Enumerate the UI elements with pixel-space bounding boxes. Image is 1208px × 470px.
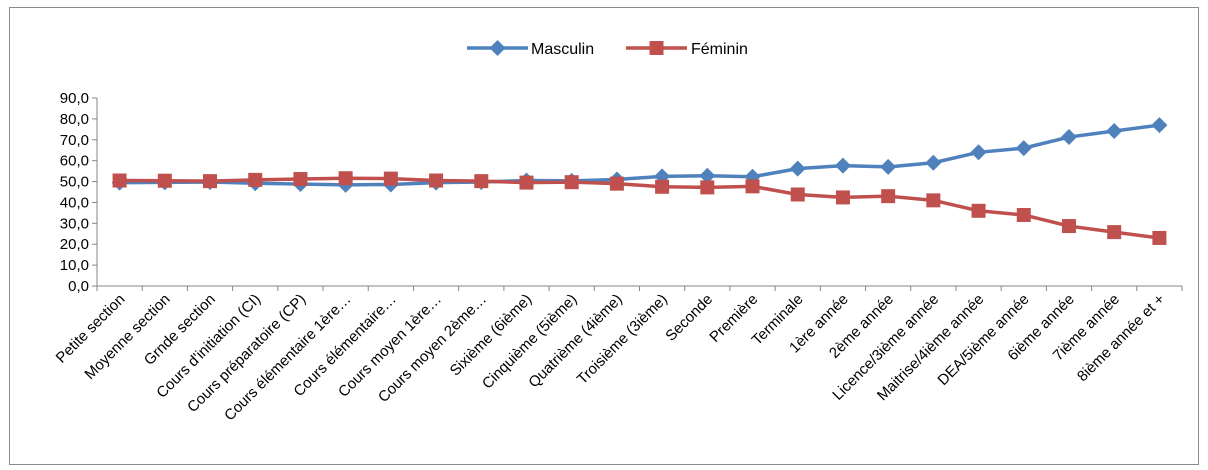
data-point: [157, 173, 172, 188]
data-point: [926, 193, 941, 208]
x-tick-label: Sixième (6ième): [447, 291, 536, 380]
y-tick-label: 70,0: [60, 132, 89, 149]
data-point: [1106, 123, 1123, 140]
y-tick-label: 40,0: [60, 194, 89, 211]
legend: Masculin Féminin: [467, 40, 748, 58]
data-point: [655, 179, 670, 194]
series-layer: [111, 117, 1168, 245]
data-point: [338, 171, 353, 186]
y-tick-label: 10,0: [60, 257, 89, 274]
data-point: [789, 160, 806, 177]
series-line: [119, 123, 1160, 187]
data-point: [1152, 230, 1167, 245]
legend-entry-masculin: Masculin: [467, 40, 594, 58]
legend-label: Féminin: [691, 41, 748, 58]
data-point: [429, 173, 444, 188]
data-point: [834, 157, 851, 174]
data-point: [971, 203, 986, 218]
series-masculin: [111, 117, 1168, 193]
data-point: [1060, 129, 1077, 146]
y-tick-label: 50,0: [60, 174, 89, 191]
data-point: [248, 172, 263, 187]
series-line: [119, 176, 1160, 240]
data-point: [835, 190, 850, 205]
data-point: [564, 175, 579, 190]
data-point: [1107, 225, 1122, 240]
chart-frame: Masculin Féminin 0,0 10,0 20,0 30,0 40,0 50,0 6…: [9, 7, 1199, 465]
axes: 0,0 10,0 20,0 30,0 40,0 50,0 60,0 70,0 80,0 90,0: [60, 90, 1183, 295]
y-tick-label: 30,0: [60, 215, 89, 232]
data-point: [881, 189, 896, 204]
y-tick-label: 20,0: [60, 236, 89, 253]
data-point: [112, 173, 127, 188]
data-point: [203, 174, 218, 189]
legend-entry-feminin: Féminin: [626, 41, 748, 58]
data-point: [383, 171, 398, 186]
legend-marker: [489, 40, 506, 56]
data-point: [699, 167, 716, 184]
data-point: [970, 144, 987, 161]
y-tick-label: 80,0: [60, 111, 89, 128]
series-feminin: [112, 171, 1167, 245]
data-point: [609, 176, 624, 191]
data-point: [700, 180, 715, 195]
y-tick-label: 90,0: [60, 90, 89, 107]
y-tick-label: 60,0: [60, 153, 89, 170]
legend-marker: [649, 41, 664, 55]
data-point: [745, 179, 760, 194]
line-chart: Masculin Féminin 0,0 10,0 20,0 30,0 40,0 50,0 6…: [53, 40, 1183, 425]
data-point: [1016, 207, 1031, 222]
legend-label: Masculin: [531, 41, 594, 58]
data-point: [1015, 140, 1032, 157]
x-tick-label: 8ième année et +: [1074, 291, 1168, 385]
data-point: [880, 158, 897, 175]
data-point: [790, 187, 805, 202]
y-tick-label: 0,0: [68, 278, 89, 295]
data-point: [1061, 219, 1076, 234]
data-point: [519, 175, 534, 190]
data-point: [1151, 117, 1168, 134]
data-point: [474, 174, 489, 189]
data-point: [925, 154, 942, 171]
data-point: [293, 172, 308, 187]
